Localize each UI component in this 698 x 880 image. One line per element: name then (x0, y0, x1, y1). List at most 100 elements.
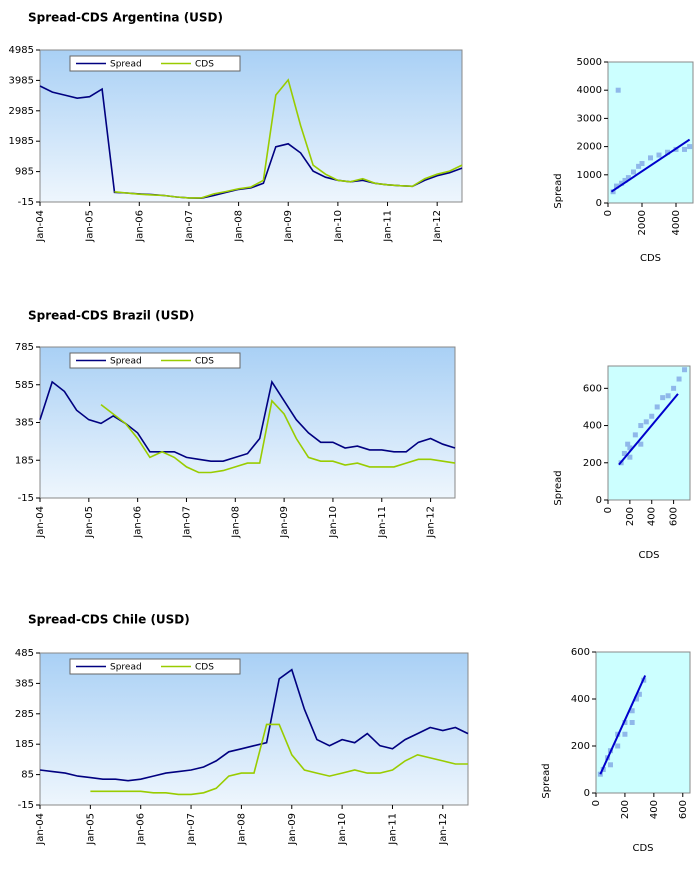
x-tick-label: Jan-11 (377, 506, 388, 539)
x-axis-label: CDS (640, 253, 661, 264)
y-tick-label: -15 (18, 800, 34, 811)
series-line (114, 78, 463, 199)
scatter-point (627, 454, 633, 460)
scatter-point (621, 450, 627, 456)
scatter-point (654, 404, 660, 410)
scatter-point (607, 762, 613, 768)
y-tick-label: 600 (571, 647, 590, 658)
x-tick-label: Jan-08 (230, 506, 241, 539)
x-tick-label: 2000 (637, 210, 648, 235)
chart-title: Spread-CDS Chile (USD) (28, 613, 190, 627)
scatter-point (643, 419, 649, 425)
x-tick-label: Jan-04 (35, 210, 46, 243)
x-tick-label: 200 (620, 800, 631, 819)
legend (69, 352, 241, 369)
series-line (39, 379, 456, 462)
scatter-point (625, 441, 631, 447)
legend-label: CDS (195, 663, 214, 673)
scatter-point (665, 149, 670, 155)
y-tick-label: 3000 (577, 113, 602, 124)
y-tick-label: 385 (15, 418, 34, 429)
scatter-point (649, 413, 655, 419)
series-line (90, 723, 468, 796)
legend-label: CDS (195, 357, 214, 367)
y-axis-label: Spread (553, 173, 564, 208)
x-tick-label: Jan-07 (184, 210, 195, 243)
x-tick-label: Jan-09 (283, 210, 294, 243)
y-tick-label: 385 (15, 678, 34, 689)
x-tick-label: 200 (625, 507, 636, 526)
x-tick-label: Jan-06 (133, 506, 144, 539)
x-axis-label: CDS (638, 550, 659, 561)
y-tick-label: 0 (596, 495, 602, 506)
plot-area (595, 651, 691, 794)
x-tick-label: 4000 (671, 210, 682, 235)
y-tick-label: 0 (596, 198, 602, 209)
scatter-point (625, 175, 631, 181)
x-tick-label: Jan-08 (234, 210, 245, 243)
scatter-point (671, 385, 677, 391)
x-tick-label: Jan-07 (181, 506, 192, 539)
legend-label: CDS (195, 60, 214, 70)
plot-area (607, 61, 694, 204)
scatter-point (687, 144, 693, 150)
scatter-point (665, 393, 671, 399)
y-tick-label: 85 (21, 770, 34, 781)
x-tick-label: 400 (649, 800, 660, 819)
scatter-point (638, 441, 644, 447)
y-axis-label: Spread (553, 470, 564, 505)
y-tick-label: 185 (15, 455, 34, 466)
legend-label: Spread (110, 60, 142, 70)
legend-label: Spread (110, 663, 142, 673)
x-tick-label: Jan-10 (328, 506, 339, 539)
chart-title: Spread-CDS Argentina (USD) (28, 11, 223, 25)
y-tick-label: 285 (15, 709, 34, 720)
y-tick-label: 985 (15, 167, 34, 178)
scatter-point (615, 87, 621, 93)
x-tick-label: 400 (647, 507, 658, 526)
x-tick-label: 600 (678, 800, 689, 819)
x-tick-label: Jan-11 (383, 210, 394, 243)
y-tick-label: 600 (583, 383, 602, 394)
y-tick-label: -15 (18, 493, 34, 504)
x-tick-label: Jan-06 (134, 210, 145, 243)
y-tick-label: 2000 (577, 142, 602, 153)
scatter-point (676, 376, 682, 382)
legend (69, 658, 241, 675)
x-tick-label: Jan-07 (186, 813, 197, 846)
y-tick-label: 185 (15, 739, 34, 750)
x-tick-label: Jan-06 (136, 813, 147, 846)
x-axis-label: CDS (632, 843, 653, 854)
y-tick-label: 400 (583, 421, 602, 432)
x-tick-label: 600 (669, 507, 680, 526)
y-tick-label: 4000 (577, 85, 602, 96)
x-tick-label: Jan-10 (337, 813, 348, 846)
scatter-point (627, 445, 633, 451)
scatter-point (682, 146, 687, 152)
y-tick-label: 2985 (9, 106, 34, 117)
x-tick-label: Jan-05 (85, 210, 96, 243)
plot-area (39, 346, 456, 499)
x-tick-label: Jan-12 (438, 813, 449, 846)
series-line (100, 399, 456, 474)
y-tick-label: 4985 (9, 45, 34, 56)
x-tick-label: Jan-04 (35, 506, 46, 539)
fit-line (599, 675, 647, 775)
scatter-point (636, 163, 642, 169)
y-tick-label: 400 (571, 694, 590, 705)
y-tick-label: 585 (15, 380, 34, 391)
scatter-point (622, 177, 628, 183)
scatter-point (660, 395, 666, 401)
scatter-point (636, 691, 642, 697)
legend (69, 55, 241, 72)
fit-line (618, 393, 679, 466)
legend-label: Spread (110, 357, 142, 367)
y-tick-label: 785 (15, 342, 34, 353)
y-tick-label: 1985 (9, 136, 34, 147)
scatter-point (629, 708, 635, 714)
scatter-point (638, 423, 644, 429)
scatter-point (639, 161, 645, 167)
x-tick-label: Jan-09 (279, 506, 290, 539)
scatter-point (614, 183, 619, 189)
y-tick-label: 3985 (9, 75, 34, 86)
